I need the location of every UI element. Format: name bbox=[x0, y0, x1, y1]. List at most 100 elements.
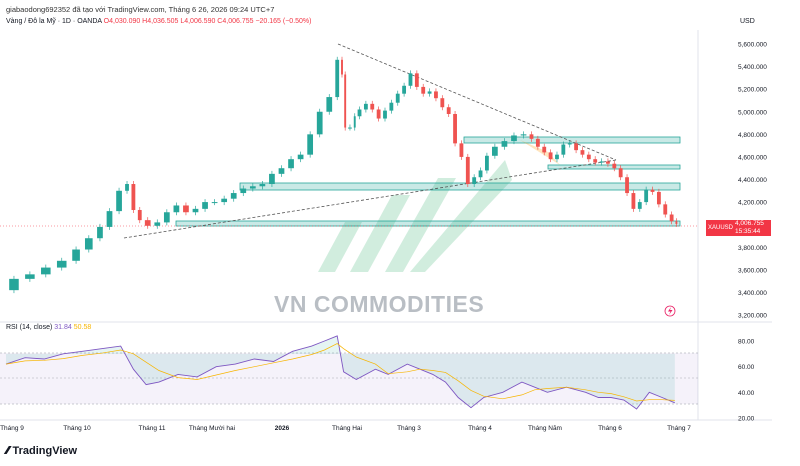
candle[interactable] bbox=[459, 143, 464, 157]
candle[interactable] bbox=[548, 152, 553, 160]
candle[interactable] bbox=[84, 238, 93, 250]
candle[interactable] bbox=[427, 91, 432, 94]
candle[interactable] bbox=[192, 208, 199, 213]
candle[interactable] bbox=[335, 59, 340, 98]
candle[interactable] bbox=[446, 107, 451, 115]
candle[interactable] bbox=[116, 190, 122, 212]
alert-lightning-icon[interactable] bbox=[664, 305, 676, 317]
tradingview-footer[interactable]: ⁄⁄⁄ TradingView bbox=[6, 444, 77, 457]
candle[interactable] bbox=[580, 150, 585, 155]
ascending-trendline[interactable] bbox=[123, 159, 617, 239]
candle[interactable] bbox=[675, 221, 678, 224]
candle[interactable] bbox=[249, 186, 256, 189]
candle[interactable] bbox=[183, 205, 189, 213]
candle[interactable] bbox=[56, 260, 67, 268]
candle[interactable] bbox=[574, 143, 578, 151]
candle[interactable] bbox=[542, 146, 547, 153]
candle[interactable] bbox=[402, 85, 407, 94]
symbol-legend[interactable]: Vàng / Đô la Mỹ · 1D · OANDA O4,030.090 … bbox=[6, 18, 312, 25]
candle[interactable] bbox=[9, 278, 19, 291]
support-zone[interactable] bbox=[175, 220, 681, 227]
candle[interactable] bbox=[492, 146, 498, 156]
candle[interactable] bbox=[421, 86, 426, 94]
candle[interactable] bbox=[612, 163, 617, 169]
candle[interactable] bbox=[414, 73, 419, 87]
rsi-ma-line[interactable] bbox=[5, 343, 675, 402]
candle[interactable] bbox=[586, 154, 591, 160]
candle[interactable] bbox=[370, 103, 375, 110]
candle[interactable] bbox=[395, 93, 400, 103]
candle[interactable] bbox=[440, 98, 445, 108]
candle[interactable] bbox=[144, 220, 151, 226]
candle[interactable] bbox=[344, 74, 347, 128]
candle[interactable] bbox=[650, 189, 655, 192]
candle[interactable] bbox=[606, 161, 610, 164]
candle[interactable] bbox=[307, 134, 314, 155]
candle[interactable] bbox=[656, 191, 661, 205]
candle[interactable] bbox=[211, 202, 218, 204]
candle[interactable] bbox=[663, 204, 668, 215]
candle[interactable] bbox=[269, 173, 275, 185]
candle[interactable] bbox=[465, 156, 470, 185]
rsi-title[interactable]: RSI (14, close) bbox=[6, 324, 53, 331]
candle[interactable] bbox=[353, 116, 356, 128]
candle[interactable] bbox=[202, 202, 208, 209]
candle[interactable] bbox=[535, 138, 540, 147]
candle[interactable] bbox=[453, 114, 457, 144]
candle[interactable] bbox=[484, 155, 489, 171]
candle[interactable] bbox=[97, 226, 103, 239]
candle[interactable] bbox=[106, 211, 113, 227]
candle[interactable] bbox=[408, 73, 413, 86]
candle[interactable] bbox=[631, 193, 636, 209]
candle[interactable] bbox=[240, 188, 247, 194]
resistance-zone-1[interactable] bbox=[463, 136, 681, 144]
candle[interactable] bbox=[131, 184, 136, 210]
candle[interactable] bbox=[434, 91, 438, 99]
candle[interactable] bbox=[561, 144, 566, 155]
candle[interactable] bbox=[511, 135, 517, 142]
candle[interactable] bbox=[154, 222, 161, 226]
candle[interactable] bbox=[288, 159, 294, 169]
candle[interactable] bbox=[472, 177, 477, 185]
candle[interactable] bbox=[259, 184, 266, 187]
candle[interactable] bbox=[163, 212, 170, 223]
candle[interactable] bbox=[644, 189, 649, 203]
candle[interactable] bbox=[625, 177, 629, 194]
candle[interactable] bbox=[125, 184, 129, 191]
rsi-legend[interactable]: RSI (14, close) 31.84 50.58 bbox=[6, 324, 91, 331]
candle[interactable] bbox=[348, 127, 352, 129]
candle[interactable] bbox=[618, 168, 623, 178]
candle[interactable] bbox=[173, 205, 180, 213]
symbol-name[interactable]: Vàng / Đô la Mỹ · 1D · OANDA bbox=[6, 18, 102, 25]
candle[interactable] bbox=[25, 274, 35, 279]
candle[interactable] bbox=[221, 198, 228, 203]
candle[interactable] bbox=[230, 193, 237, 199]
candle[interactable] bbox=[567, 143, 572, 145]
candle[interactable] bbox=[389, 102, 394, 111]
candle[interactable] bbox=[637, 202, 642, 209]
candle[interactable] bbox=[41, 267, 51, 275]
candle[interactable] bbox=[278, 168, 285, 174]
candle[interactable] bbox=[137, 209, 142, 221]
candle[interactable] bbox=[478, 170, 483, 178]
candle[interactable] bbox=[72, 249, 80, 261]
candle[interactable] bbox=[593, 159, 598, 163]
rsi-line[interactable] bbox=[5, 335, 675, 410]
candle[interactable] bbox=[357, 109, 362, 117]
candle[interactable] bbox=[363, 103, 368, 110]
resistance-zone-3[interactable] bbox=[239, 182, 681, 191]
candle[interactable] bbox=[555, 154, 559, 160]
current-price-tag[interactable]: XAUUSD 4,006.755 15:35:44 bbox=[706, 220, 771, 236]
candle[interactable] bbox=[599, 161, 604, 163]
candle[interactable] bbox=[316, 111, 323, 135]
candle[interactable] bbox=[326, 97, 333, 112]
candle[interactable] bbox=[376, 109, 381, 119]
candle[interactable] bbox=[383, 110, 387, 119]
currency-label[interactable]: USD bbox=[740, 18, 755, 25]
candle[interactable] bbox=[297, 154, 304, 160]
candle[interactable] bbox=[501, 141, 508, 147]
candle[interactable] bbox=[520, 134, 527, 136]
candle[interactable] bbox=[341, 59, 343, 75]
candle[interactable] bbox=[669, 214, 674, 222]
